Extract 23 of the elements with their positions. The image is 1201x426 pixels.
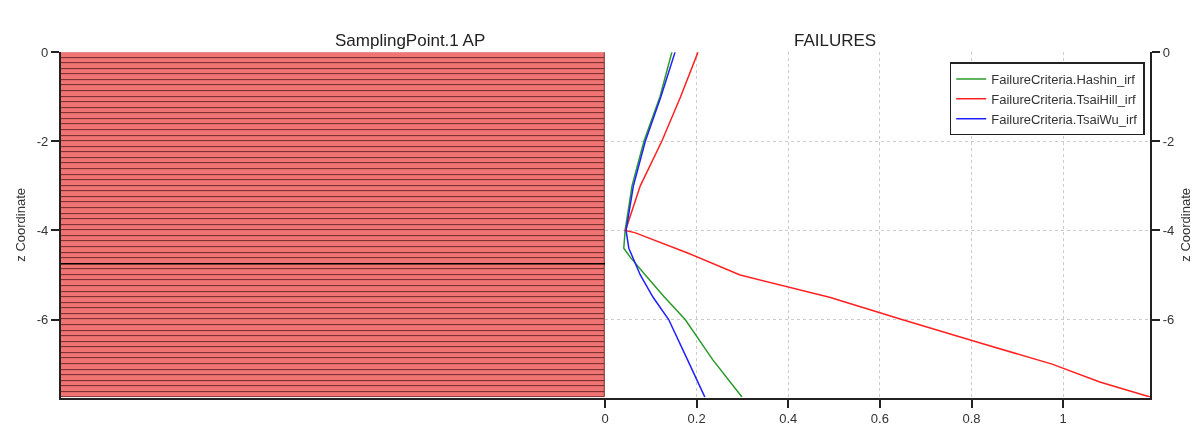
chart-title: SamplingPoint.1 AP — [335, 31, 486, 50]
y-tick-label: -2 — [36, 133, 49, 149]
y2-tick-label: -6 — [1162, 312, 1175, 328]
legend-label: FailureCriteria.TsaiWu_irf — [991, 111, 1138, 127]
legend-label: FailureCriteria.TsaiHill_irf — [991, 91, 1137, 107]
x-tick-label: 0.8 — [962, 411, 981, 426]
x-tick-label: 0.2 — [687, 411, 706, 426]
y2-tick-label: 0 — [1162, 44, 1170, 60]
line-series — [625, 52, 706, 398]
y-tick-label: -6 — [36, 312, 49, 328]
chart-title: FAILURES — [794, 31, 877, 50]
y-tick-label: 0 — [40, 44, 49, 60]
y2-axis-title: z Coordinate — [1178, 187, 1194, 262]
x-tick-label: 0.4 — [779, 411, 798, 426]
x-tick-label: 0.6 — [870, 411, 889, 426]
y-axis-title: z Coordinate — [13, 187, 29, 262]
y-tick-label: -4 — [36, 222, 49, 238]
x-tick-label: 0 — [601, 411, 609, 426]
legend-label: FailureCriteria.Hashin_irf — [991, 72, 1136, 88]
x-tick-label: 1 — [1059, 411, 1067, 426]
line-series — [623, 52, 743, 398]
y2-tick-label: -2 — [1162, 133, 1175, 149]
y2-tick-label: -4 — [1162, 222, 1175, 238]
